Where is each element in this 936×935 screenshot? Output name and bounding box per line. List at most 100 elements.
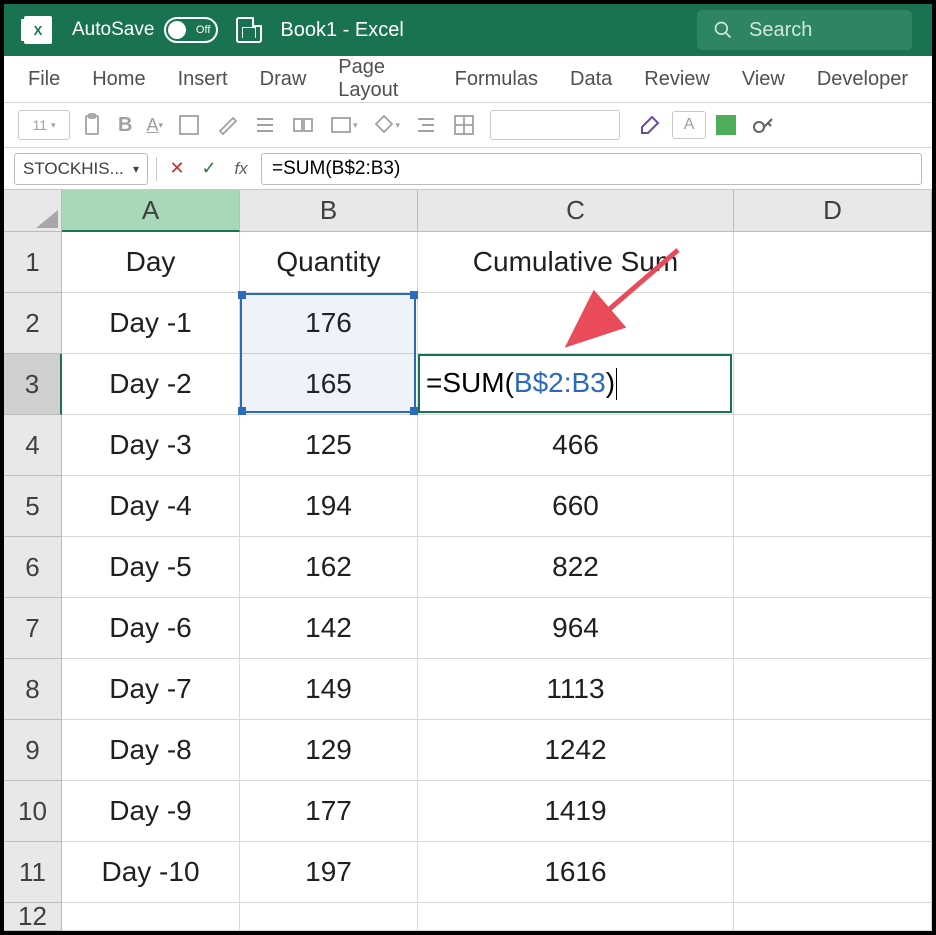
row-header[interactable]: 2 — [4, 293, 62, 354]
autosave-toggle[interactable]: Off — [164, 17, 218, 43]
tab-draw[interactable]: Draw — [244, 56, 323, 102]
row-header[interactable]: 5 — [4, 476, 62, 537]
col-header-c[interactable]: C — [418, 190, 734, 232]
fill-color-button[interactable]: ▾ — [368, 109, 405, 141]
merge-button[interactable] — [287, 109, 319, 141]
align-button[interactable] — [249, 109, 281, 141]
tab-page-layout[interactable]: Page Layout — [322, 56, 438, 102]
clear-format-icon[interactable] — [211, 109, 243, 141]
cell[interactable]: Day -3 — [62, 415, 240, 476]
bold-button[interactable]: B — [114, 109, 136, 141]
cell[interactable] — [62, 903, 240, 931]
row-header[interactable]: 9 — [4, 720, 62, 781]
cell[interactable]: Day -5 — [62, 537, 240, 598]
cell[interactable]: 197 — [240, 842, 418, 903]
cell[interactable]: Day -1 — [62, 293, 240, 354]
cell[interactable]: 822 — [418, 537, 734, 598]
col-header-a[interactable]: A — [62, 190, 240, 232]
row-header[interactable]: 6 — [4, 537, 62, 598]
cell[interactable]: Cumulative Sum — [418, 232, 734, 293]
cell[interactable] — [734, 659, 932, 720]
col-header-b[interactable]: B — [240, 190, 418, 232]
row-header[interactable]: 12 — [4, 903, 62, 931]
cell[interactable]: Day — [62, 232, 240, 293]
enter-formula-button[interactable]: ✓ — [197, 157, 221, 181]
tab-developer[interactable]: Developer — [801, 56, 924, 102]
name-box[interactable]: STOCKHIS... ▾ — [14, 153, 148, 185]
save-icon[interactable] — [236, 17, 262, 43]
cell[interactable]: Day -2 — [62, 354, 240, 415]
cell[interactable]: Day -4 — [62, 476, 240, 537]
cell[interactable]: 1419 — [418, 781, 734, 842]
cell[interactable]: 1242 — [418, 720, 734, 781]
cell[interactable] — [734, 232, 932, 293]
cell[interactable]: 1113 — [418, 659, 734, 720]
cell[interactable]: Day -6 — [62, 598, 240, 659]
cell[interactable] — [240, 903, 418, 931]
cell[interactable]: 125 — [240, 415, 418, 476]
select-all-corner[interactable] — [4, 190, 62, 232]
cell[interactable] — [734, 293, 932, 354]
cancel-formula-button[interactable]: ✕ — [165, 157, 189, 181]
tab-formulas[interactable]: Formulas — [439, 56, 554, 102]
cell[interactable]: Day -9 — [62, 781, 240, 842]
cell[interactable]: Quantity — [240, 232, 418, 293]
cell[interactable] — [734, 720, 932, 781]
tab-review[interactable]: Review — [628, 56, 726, 102]
border-button[interactable] — [173, 109, 205, 141]
tab-insert[interactable]: Insert — [162, 56, 244, 102]
formula-input[interactable]: =SUM(B$2:B3) — [261, 153, 922, 185]
cell[interactable]: Day -7 — [62, 659, 240, 720]
cell[interactable] — [734, 354, 932, 415]
row-header[interactable]: 7 — [4, 598, 62, 659]
number-format-button[interactable]: ▾ — [325, 109, 362, 141]
cell[interactable]: 165 — [240, 354, 418, 415]
cell[interactable]: 194 — [240, 476, 418, 537]
tab-view[interactable]: View — [726, 56, 801, 102]
cells-button[interactable] — [448, 109, 480, 141]
row-header[interactable]: 8 — [4, 659, 62, 720]
cell[interactable]: 142 — [240, 598, 418, 659]
row-header[interactable]: 1 — [4, 232, 62, 293]
cell[interactable] — [418, 354, 734, 415]
protect-icon[interactable] — [746, 109, 778, 141]
cell[interactable] — [734, 781, 932, 842]
row-header[interactable]: 11 — [4, 842, 62, 903]
search-box[interactable]: Search — [697, 10, 912, 50]
paste-icon[interactable] — [76, 109, 108, 141]
font-name-box[interactable]: A — [672, 111, 706, 139]
cell[interactable]: 964 — [418, 598, 734, 659]
cell[interactable]: Day -10 — [62, 842, 240, 903]
editing-icon[interactable] — [634, 109, 666, 141]
theme-color[interactable] — [712, 109, 740, 141]
row-header[interactable]: 4 — [4, 415, 62, 476]
cell[interactable]: 162 — [240, 537, 418, 598]
styles-select[interactable] — [490, 110, 620, 140]
cell[interactable] — [734, 842, 932, 903]
cell[interactable] — [734, 415, 932, 476]
cell[interactable]: 1616 — [418, 842, 734, 903]
col-header-d[interactable]: D — [734, 190, 932, 232]
row-header[interactable]: 10 — [4, 781, 62, 842]
tab-home[interactable]: Home — [76, 56, 161, 102]
cell[interactable] — [734, 537, 932, 598]
fx-button[interactable]: fx — [229, 157, 253, 181]
indent-button[interactable] — [410, 109, 442, 141]
cell[interactable]: 176 — [240, 293, 418, 354]
cell[interactable] — [734, 476, 932, 537]
cell[interactable] — [734, 903, 932, 931]
cell[interactable]: 149 — [240, 659, 418, 720]
tab-data[interactable]: Data — [554, 56, 628, 102]
row-header[interactable]: 3 — [4, 354, 62, 415]
cell[interactable] — [418, 293, 734, 354]
cell[interactable]: 177 — [240, 781, 418, 842]
font-size-select[interactable]: 11▾ — [18, 110, 70, 140]
font-color-button[interactable]: A▾ — [142, 109, 167, 141]
cell[interactable]: 129 — [240, 720, 418, 781]
cell[interactable]: 466 — [418, 415, 734, 476]
cell[interactable]: 660 — [418, 476, 734, 537]
cell[interactable] — [734, 598, 932, 659]
cell[interactable]: Day -8 — [62, 720, 240, 781]
cell[interactable] — [418, 903, 734, 931]
tab-file[interactable]: File — [12, 56, 76, 102]
